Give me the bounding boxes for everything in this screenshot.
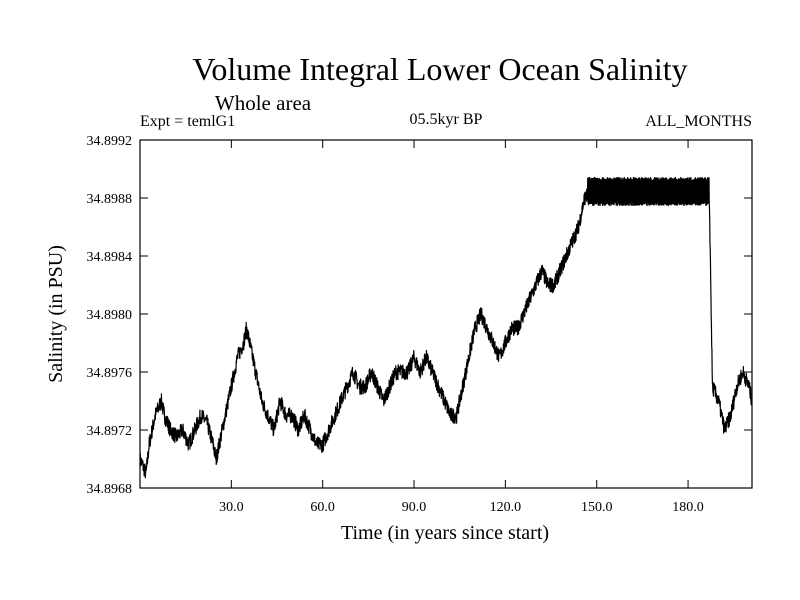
x-tick-labels: 30.0 60.0 90.0 120.0 150.0 180.0: [219, 500, 704, 515]
y-tick-label: 34.8968: [87, 482, 133, 497]
x-tick-label: 60.0: [310, 500, 335, 515]
x-tick-label: 180.0: [672, 500, 704, 515]
period-label: 05.5kyr BP: [410, 111, 483, 128]
y-tick-label: 34.8992: [87, 134, 133, 149]
x-tick-label: 90.0: [402, 500, 427, 515]
x-tick-label: 150.0: [581, 500, 613, 515]
x-tick-label: 120.0: [490, 500, 522, 515]
plot-frame: [139, 139, 753, 489]
chart-title: Volume Integral Lower Ocean Salinity: [192, 51, 687, 87]
season-label: ALL_MONTHS: [645, 113, 752, 130]
y-tick-label: 34.8976: [87, 366, 133, 381]
x-tick-label: 30.0: [219, 500, 244, 515]
x-axis-label: Time (in years since start): [341, 522, 549, 544]
chart-subtitle: Whole area: [215, 91, 312, 115]
y-tick-label: 34.8988: [87, 192, 133, 207]
y-axis-label: Salinity (in PSU): [45, 245, 67, 383]
salinity-series-line: [139, 176, 753, 479]
experiment-label: Expt = temlG1: [140, 113, 235, 130]
y-tick-label: 34.8984: [87, 250, 133, 265]
y-tick-labels: 34.8968 34.8972 34.8976 34.8980 34.8984 34.89…: [87, 134, 133, 497]
y-tick-label: 34.8972: [87, 424, 133, 439]
y-tick-label: 34.8980: [87, 308, 133, 323]
